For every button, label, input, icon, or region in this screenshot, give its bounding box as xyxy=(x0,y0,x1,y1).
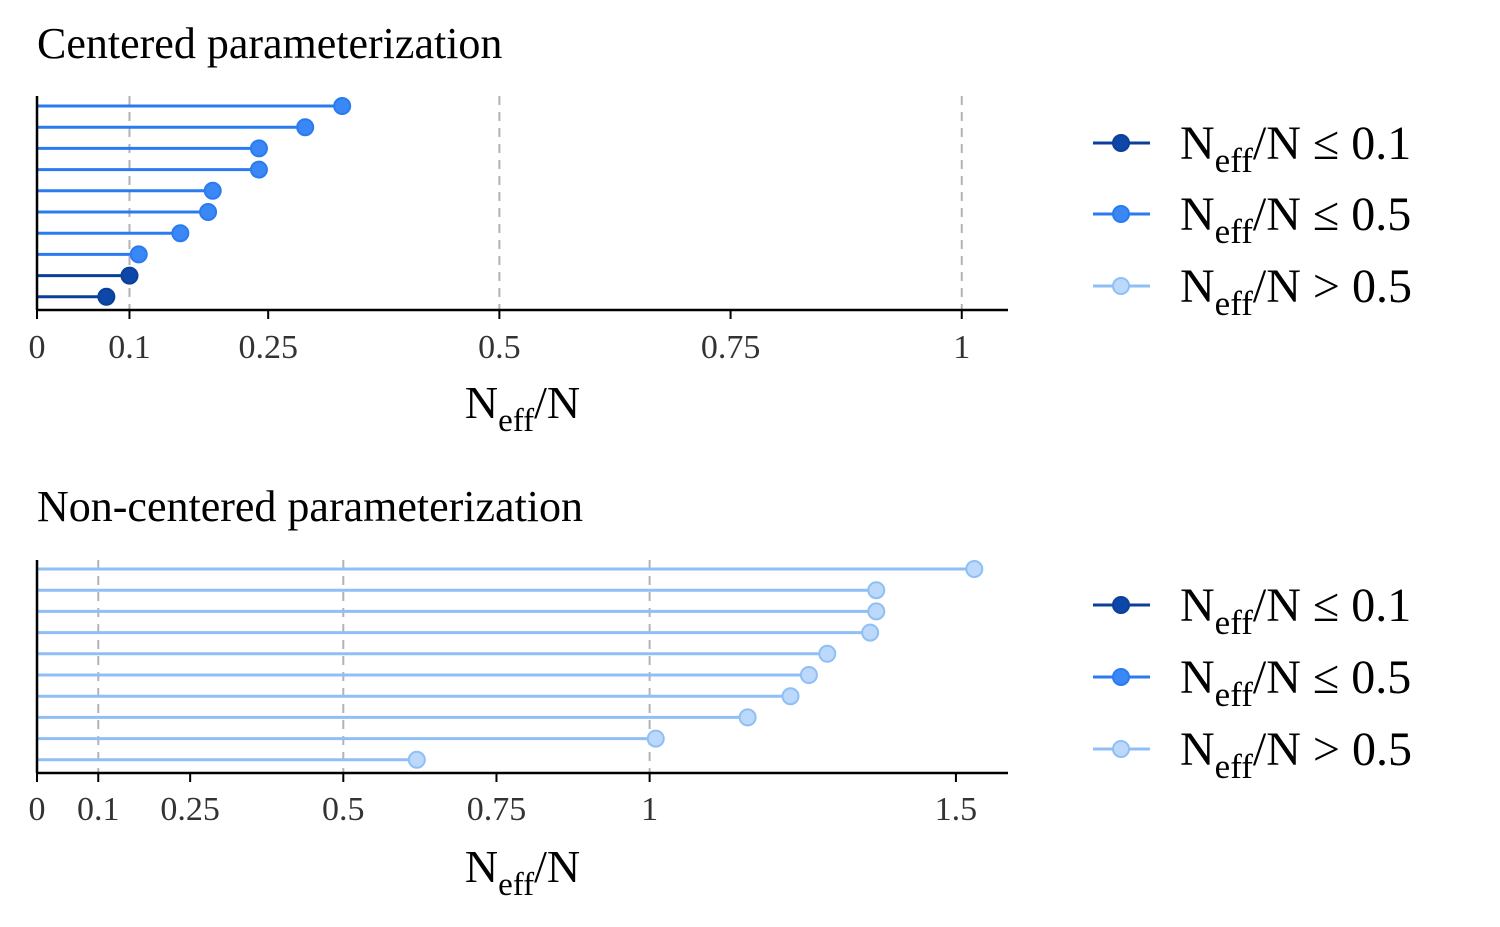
legend-key-point xyxy=(1112,668,1130,686)
lollipop-point xyxy=(818,644,837,663)
lollipop-point xyxy=(249,160,268,179)
legend-label: Neff/N ≤ 0.1 xyxy=(1180,117,1411,180)
chart-title: Non-centered parameterization xyxy=(37,482,583,531)
x-tick-label: 0.25 xyxy=(160,791,220,828)
lollipop-point xyxy=(781,687,800,706)
lollipop-point xyxy=(296,118,315,137)
lollipop-point xyxy=(646,729,665,748)
lollipop-point xyxy=(799,666,818,684)
x-tick-label: 0.5 xyxy=(322,791,365,828)
legend-key-point xyxy=(1112,596,1130,614)
lollipop-point xyxy=(171,224,190,243)
legend-label: Neff/N ≤ 0.5 xyxy=(1180,188,1411,251)
legend-key-point xyxy=(1112,740,1130,758)
lollipop-point xyxy=(249,139,268,158)
x-axis-label: Neff/N xyxy=(465,377,580,439)
legend-key-point xyxy=(1112,134,1130,152)
lollipop-point xyxy=(738,708,757,727)
x-axis-label: Neff/N xyxy=(465,841,580,903)
x-tick-label: 0.75 xyxy=(467,791,527,828)
lollipop-point xyxy=(867,602,886,621)
legend-key-point xyxy=(1112,205,1130,223)
x-tick-label: 0.1 xyxy=(77,791,120,828)
x-tick-label: 0.25 xyxy=(238,329,298,366)
lollipop-point xyxy=(199,203,218,221)
x-tick-label: 0 xyxy=(29,329,46,366)
lollipop-point xyxy=(203,181,222,200)
lollipop-point xyxy=(97,287,116,306)
lollipop-point xyxy=(120,266,139,285)
x-tick-label: 0.5 xyxy=(478,329,521,366)
x-tick-label: 1.5 xyxy=(935,791,978,828)
x-tick-label: 1 xyxy=(953,329,970,366)
legend-label: Neff/N > 0.5 xyxy=(1180,723,1412,786)
legend-key-point xyxy=(1112,277,1130,295)
lollipop-point xyxy=(129,245,148,264)
x-tick-label: 0 xyxy=(29,791,46,828)
x-tick-label: 0.1 xyxy=(108,329,151,366)
legend-label: Neff/N ≤ 0.1 xyxy=(1180,579,1411,642)
chart-title: Centered parameterization xyxy=(37,19,502,68)
legend-label: Neff/N ≤ 0.5 xyxy=(1180,651,1411,714)
legend-label: Neff/N > 0.5 xyxy=(1180,260,1412,323)
lollipop-point xyxy=(867,581,886,600)
lollipop-point xyxy=(407,750,426,769)
lollipop-point xyxy=(965,560,984,578)
lollipop-point xyxy=(333,97,352,115)
lollipop-point xyxy=(861,623,880,642)
x-tick-label: 0.75 xyxy=(701,329,761,366)
x-tick-label: 1 xyxy=(641,791,658,828)
